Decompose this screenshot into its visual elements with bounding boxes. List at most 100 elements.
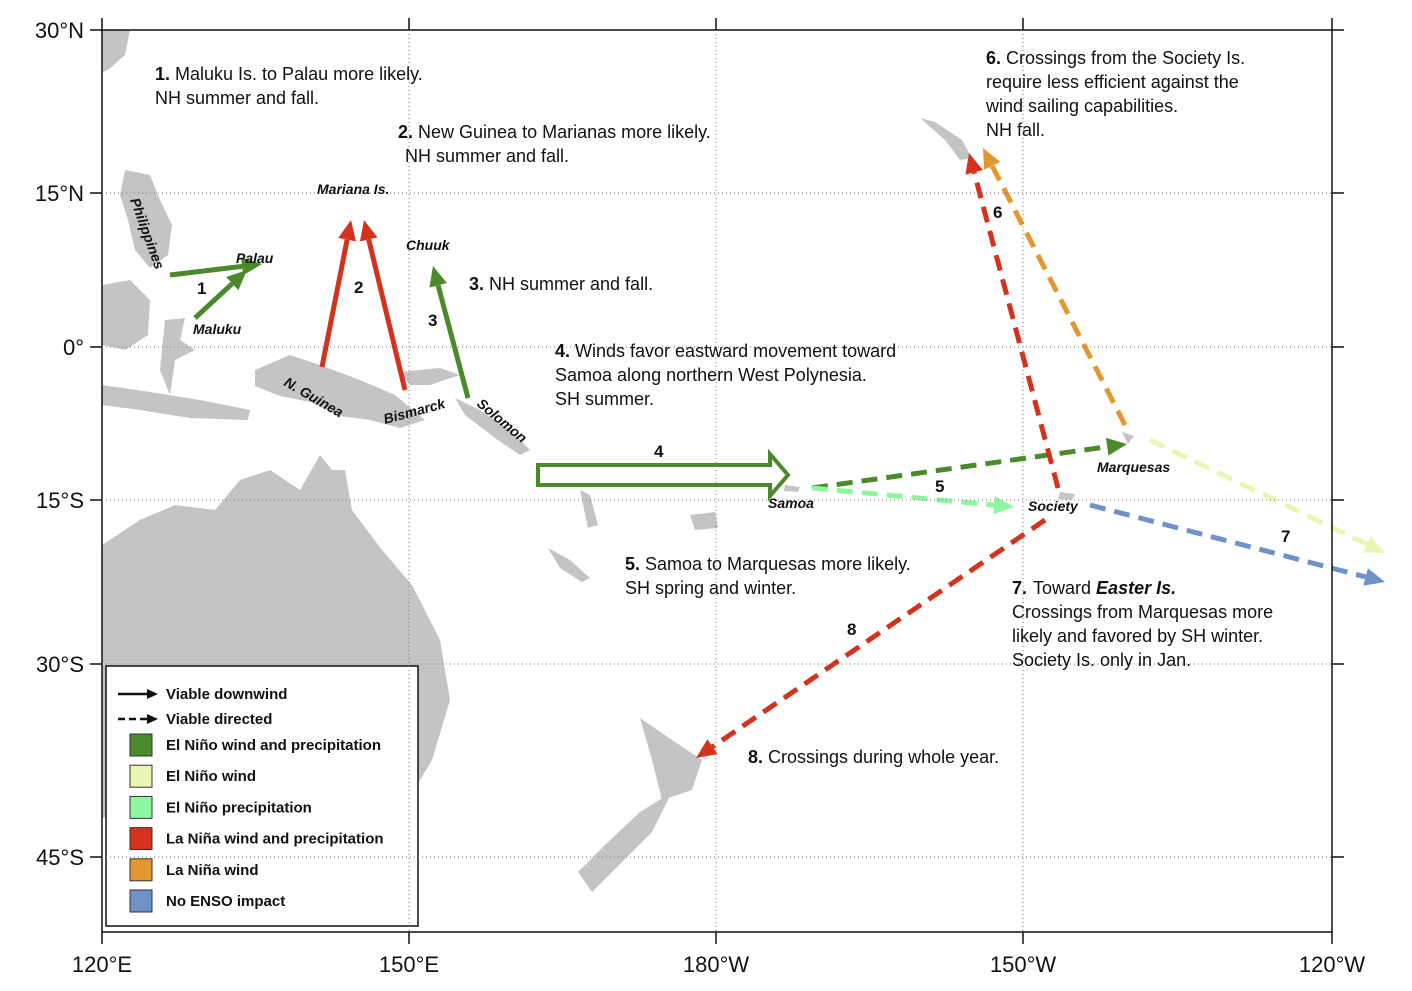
place-label: Marquesas — [1097, 459, 1170, 475]
bismarck-land — [400, 368, 460, 385]
philippines-land — [120, 170, 172, 268]
route-head — [965, 153, 983, 175]
lat-label: 45°S — [36, 845, 84, 870]
route-number: 6 — [993, 203, 1002, 222]
routes — [169, 148, 1385, 758]
route-head — [993, 496, 1014, 515]
vanuatu — [580, 490, 598, 528]
note-line: require less efficient against the — [986, 72, 1239, 92]
route-line — [193, 281, 234, 320]
note-line: 8. Crossings during whole year. — [748, 747, 999, 767]
marquesas-land — [1122, 432, 1134, 444]
hawaii — [920, 118, 972, 160]
legend-label: Viable directed — [166, 711, 272, 728]
route-line — [169, 263, 243, 278]
route-line — [319, 239, 350, 368]
note-line: likely and favored by SH winter. — [1012, 626, 1263, 646]
route-line — [435, 284, 471, 399]
legend-swatch — [129, 827, 153, 851]
lat-label: 15°S — [36, 488, 84, 513]
route-line — [366, 238, 408, 391]
lon-label: 120°E — [72, 952, 132, 977]
legend-label: La Niña wind and precipitation — [166, 831, 384, 848]
note-text: NH summer and fall. — [489, 274, 653, 294]
route-head — [696, 739, 718, 758]
note-line: 5. Samoa to Marquesas more likely. — [625, 554, 911, 574]
route-number: 7 — [1281, 527, 1290, 546]
solomon-land — [455, 398, 530, 455]
note-text: Maluku Is. to Palau more likely. — [175, 64, 423, 84]
note-line: 2. New Guinea to Marianas more likely. — [398, 122, 711, 142]
legend-label: El Niño precipitation — [166, 799, 312, 816]
route-head — [338, 220, 356, 242]
note-number: 7. — [1012, 578, 1027, 598]
note-lead: Toward — [1033, 578, 1091, 598]
note-line: Crossings from Marquesas more — [1012, 602, 1273, 622]
route-head — [983, 148, 1001, 170]
legend-swatch — [129, 795, 153, 819]
legend-label: Viable downwind — [166, 686, 287, 703]
legend-label: No ENSO impact — [166, 893, 285, 910]
route-head — [226, 270, 247, 291]
route-line — [1148, 437, 1369, 547]
lat-label: 30°S — [36, 652, 84, 677]
note-number: 6. — [986, 48, 1001, 68]
place-label: Chuuk — [406, 237, 451, 253]
legend-label: El Niño wind — [166, 768, 256, 785]
note-line: Society Is. only in Jan. — [1012, 650, 1191, 670]
note-line: 6. Crossings from the Society Is. — [986, 48, 1245, 68]
legend-swatch — [129, 858, 153, 882]
note-line: 1. Maluku Is. to Palau more likely. — [155, 64, 423, 84]
note-line: 4. Winds favor eastward movement toward — [555, 341, 896, 361]
note-line: SH spring and winter. — [625, 578, 796, 598]
place-label: Society — [1028, 498, 1079, 514]
route-line — [1089, 502, 1367, 580]
route-head — [1363, 536, 1385, 553]
route-head — [1363, 568, 1385, 586]
note-number: 3. — [469, 274, 484, 294]
legend-swatch — [129, 733, 153, 757]
new-guinea — [255, 355, 425, 428]
route-head — [429, 266, 447, 288]
fiji — [690, 512, 718, 530]
route-number: 2 — [354, 278, 363, 297]
route-head — [359, 220, 378, 242]
lat-label: 0° — [63, 335, 84, 360]
note-text: Crossings from the Society Is. — [1006, 48, 1245, 68]
note-line: 3. NH summer and fall. — [469, 274, 653, 294]
lat-label: 30°N — [35, 18, 84, 43]
indonesia — [102, 385, 250, 420]
place-label: Mariana Is. — [317, 181, 389, 197]
asia — [102, 30, 130, 72]
route-line — [989, 164, 1128, 427]
legend-label: La Niña wind — [166, 862, 259, 879]
route-line — [811, 444, 1108, 491]
place-label: Samoa — [768, 495, 814, 511]
legend-swatch — [129, 889, 153, 913]
legend-label: El Niño wind and precipitation — [166, 737, 381, 754]
note-number: 1. — [155, 64, 170, 84]
lon-label: 180°W — [683, 952, 750, 977]
note-line: NH fall. — [986, 120, 1045, 140]
note-text: Crossings during whole year. — [768, 747, 999, 767]
note-line: 7. Toward Easter Is. — [1012, 578, 1176, 598]
place-label: Palau — [236, 250, 274, 266]
note-line: Samoa along northern West Polynesia. — [555, 365, 867, 385]
nz-north — [640, 718, 702, 800]
route-line — [811, 485, 995, 508]
lat-label: 15°N — [35, 181, 84, 206]
note-text: Samoa to Marquesas more likely. — [645, 554, 911, 574]
note-number: 5. — [625, 554, 640, 574]
new-caledonia — [548, 548, 590, 582]
route-line — [971, 171, 1061, 489]
route-number: 1 — [197, 279, 206, 298]
note-line: wind sailing capabilities. — [985, 96, 1178, 116]
nz-south — [578, 792, 672, 892]
lon-label: 150°E — [379, 952, 439, 977]
route-hollow-arrow — [536, 448, 791, 502]
legend-head — [147, 689, 158, 699]
note-number: 8. — [748, 747, 763, 767]
lon-label: 120°W — [1299, 952, 1366, 977]
samoa-land — [784, 485, 800, 492]
